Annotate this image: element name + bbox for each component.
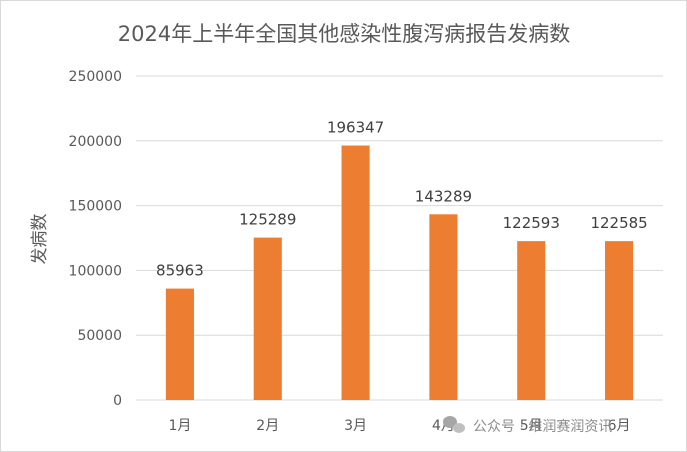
x-tick-label: 2月 (256, 418, 279, 434)
data-label: 122593 (503, 214, 560, 232)
data-labels: 85963 125289 196347 143289 122593 122585 (156, 119, 648, 280)
y-tick-label: 200000 (69, 134, 122, 150)
bar (517, 241, 546, 400)
y-tick-label: 0 (113, 393, 122, 409)
bar (429, 214, 458, 400)
x-tick-label: 6月 (608, 418, 631, 434)
x-axis-ticks: 1月 2月 3月 4月 5月 6月 (168, 418, 630, 434)
bar (605, 241, 634, 400)
x-tick-label: 1月 (168, 418, 191, 434)
y-axis-label: 发病数 (30, 214, 50, 265)
chart-title: 2024年上半年全国其他感染性腹泻病报告发病数 (118, 22, 570, 46)
watermark: 公众号 · 维润赛润资讯 (443, 416, 612, 435)
gridlines (136, 75, 663, 401)
bar (341, 145, 370, 400)
watermark-text: 公众号 · 维润赛润资讯 (473, 419, 612, 435)
y-tick-label: 100000 (69, 263, 122, 279)
data-label: 143289 (415, 187, 472, 205)
data-label: 85963 (156, 262, 204, 280)
bar (253, 237, 282, 400)
y-axis-ticks: 0 50000 100000 150000 200000 250000 (69, 69, 122, 409)
y-tick-label: 150000 (69, 199, 122, 215)
y-tick-label: 50000 (77, 328, 122, 344)
wechat-icon (443, 416, 465, 433)
data-label: 125289 (239, 211, 296, 229)
bars (165, 145, 634, 400)
x-tick-label: 5月 (520, 418, 543, 434)
data-label: 196347 (327, 119, 384, 137)
bar (165, 288, 194, 400)
y-tick-label: 250000 (69, 69, 122, 85)
data-label: 122585 (590, 214, 647, 232)
x-tick-label: 3月 (344, 418, 367, 434)
